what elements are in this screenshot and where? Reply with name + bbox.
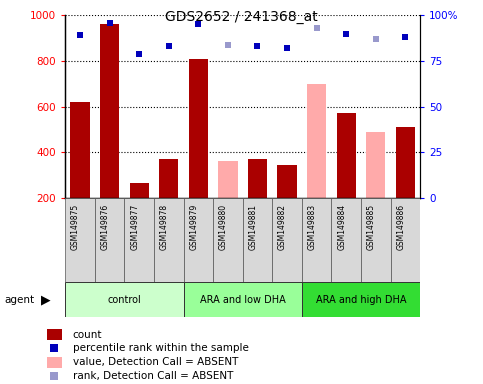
Text: agent: agent (5, 295, 35, 305)
Bar (125, 198, 154, 282)
Text: ▶: ▶ (41, 293, 51, 306)
Bar (184, 282, 302, 317)
Bar (189, 59, 208, 198)
Bar (213, 198, 242, 282)
Text: rank, Detection Call = ABSENT: rank, Detection Call = ABSENT (72, 371, 233, 381)
Text: GSM149882: GSM149882 (278, 204, 287, 250)
Bar (129, 183, 149, 198)
Text: GSM149883: GSM149883 (308, 204, 317, 250)
Text: ARA and high DHA: ARA and high DHA (316, 295, 406, 305)
Bar (361, 198, 391, 282)
Bar (71, 102, 90, 198)
Text: GSM149876: GSM149876 (100, 204, 110, 250)
Bar (391, 198, 420, 282)
Bar (184, 198, 213, 282)
Text: GSM149880: GSM149880 (219, 204, 228, 250)
Bar (95, 198, 125, 282)
Text: GSM149884: GSM149884 (337, 204, 346, 250)
Bar (248, 159, 267, 198)
Text: value, Detection Call = ABSENT: value, Detection Call = ABSENT (72, 358, 238, 367)
Bar (218, 161, 238, 198)
Bar (302, 198, 331, 282)
Text: ARA and low DHA: ARA and low DHA (200, 295, 285, 305)
Bar (242, 198, 272, 282)
Bar (65, 198, 95, 282)
Bar (159, 159, 178, 198)
Bar (396, 127, 415, 198)
Text: GDS2652 / 241368_at: GDS2652 / 241368_at (165, 10, 318, 23)
Text: count: count (72, 329, 102, 339)
Bar (272, 198, 302, 282)
Text: GSM149878: GSM149878 (160, 204, 169, 250)
Bar (47, 329, 62, 340)
Bar (337, 113, 356, 198)
Bar (302, 282, 420, 317)
Bar (331, 198, 361, 282)
Bar (307, 84, 327, 198)
Bar (366, 132, 385, 198)
Bar (47, 357, 62, 368)
Text: GSM149875: GSM149875 (71, 204, 80, 250)
Bar (65, 282, 184, 317)
Text: GSM149877: GSM149877 (130, 204, 139, 250)
Text: percentile rank within the sample: percentile rank within the sample (72, 343, 249, 353)
Text: GSM149886: GSM149886 (397, 204, 405, 250)
Bar (154, 198, 184, 282)
Bar (100, 25, 119, 198)
Text: GSM149885: GSM149885 (367, 204, 376, 250)
Bar (277, 165, 297, 198)
Text: control: control (108, 295, 141, 305)
Text: GSM149881: GSM149881 (248, 204, 257, 250)
Text: GSM149879: GSM149879 (189, 204, 199, 250)
